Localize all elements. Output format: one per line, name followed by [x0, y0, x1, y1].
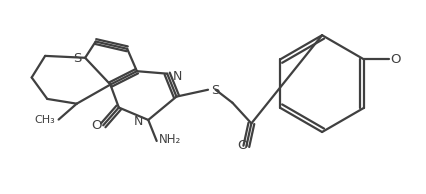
Text: O: O [92, 119, 102, 132]
Text: CH₃: CH₃ [35, 115, 55, 125]
Text: N: N [133, 115, 143, 128]
Text: N: N [172, 70, 181, 83]
Text: O: O [390, 53, 400, 66]
Text: S: S [73, 52, 81, 65]
Text: NH₂: NH₂ [158, 133, 181, 146]
Text: S: S [211, 84, 219, 97]
Text: O: O [237, 139, 248, 152]
